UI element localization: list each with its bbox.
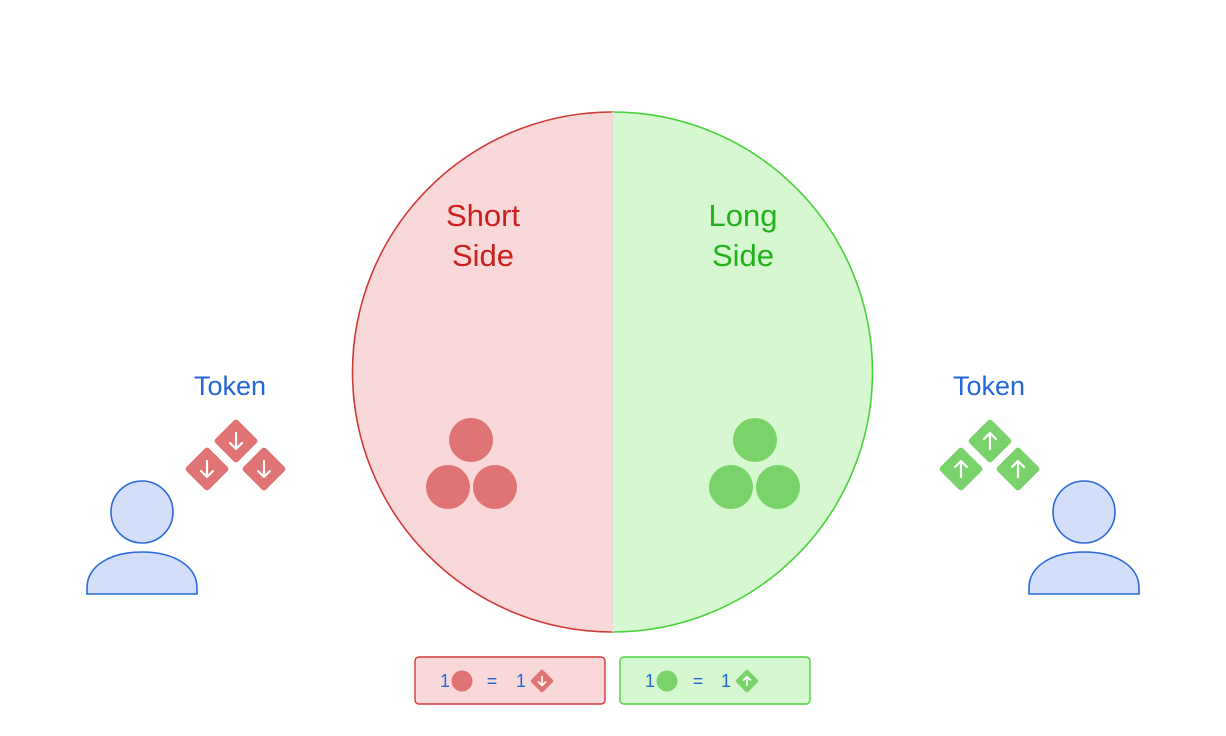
arrow-up-token-icon (939, 447, 983, 491)
short-legend-count-left: 1 (440, 671, 450, 691)
short-token-group (185, 419, 286, 491)
arrow-up-token-icon (968, 419, 1012, 463)
split-circle (351, 111, 874, 633)
right-token-label: Token (953, 371, 1025, 401)
arrow-down-token-icon (185, 447, 229, 491)
long-side-outline (612, 111, 874, 633)
short-coin (426, 465, 470, 509)
arrow-up-token-icon (996, 447, 1040, 491)
right-user-icon (1028, 480, 1140, 595)
short-legend-count-right: 1 (516, 671, 526, 691)
long-legend-token-icon (735, 669, 759, 693)
long-side-half (612, 112, 873, 632)
arrow-down-token-icon (242, 447, 286, 491)
long-coin (709, 465, 753, 509)
long-side-title-line1: Long (709, 198, 778, 233)
short-side-half (352, 112, 613, 632)
short-legend-box: 1 = 1 (414, 656, 606, 705)
long-side-title-line2: Side (712, 238, 774, 273)
short-side-outline (351, 111, 613, 633)
long-legend-box: 1 = 1 (619, 656, 811, 705)
long-coin (733, 418, 777, 462)
short-coin (473, 465, 517, 509)
short-position-coins (426, 418, 517, 509)
short-side-title-line1: Short (446, 198, 520, 233)
short-legend-token-icon (530, 669, 554, 693)
left-token-label: Token (194, 371, 266, 401)
arrow-down-token-icon (214, 419, 258, 463)
left-user-icon (86, 480, 198, 595)
short-legend-coin-icon (451, 670, 473, 692)
long-legend-count-right: 1 (721, 671, 731, 691)
long-legend-equals: = (693, 671, 704, 691)
long-legend-coin-icon (656, 670, 678, 692)
long-coin (756, 465, 800, 509)
long-legend-count-left: 1 (645, 671, 655, 691)
short-coin (449, 418, 493, 462)
long-position-coins (709, 418, 800, 509)
short-legend-equals: = (487, 671, 498, 691)
long-token-group (939, 419, 1040, 491)
short-side-title-line2: Side (452, 238, 514, 273)
